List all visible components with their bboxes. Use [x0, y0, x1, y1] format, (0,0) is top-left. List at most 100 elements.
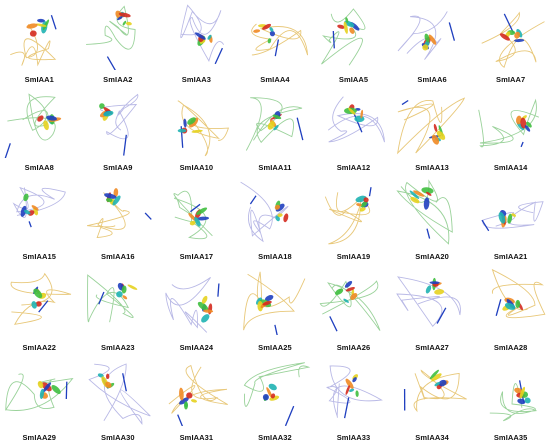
protein-structure-image [319, 280, 381, 332]
protein-structure-image [492, 268, 546, 319]
folded-domain [502, 297, 524, 311]
folded-domain [26, 18, 50, 37]
folded-domain [97, 373, 114, 389]
panel-label: SmIAA21 [493, 252, 528, 261]
terminal-tail [369, 187, 372, 197]
terminal-tail [436, 307, 447, 324]
loop-trace [180, 4, 225, 63]
protein-structure-image [481, 11, 546, 69]
structure-panel: SmIAA24 [157, 265, 236, 356]
loop-trace [242, 271, 305, 331]
folded-domain [345, 374, 359, 397]
protein-structure-image [478, 98, 540, 148]
terminal-tail [214, 47, 224, 65]
loop-trace [86, 274, 134, 323]
terminal-tail [122, 134, 127, 156]
protein-structure-image [395, 276, 461, 328]
protein-structure-image [397, 11, 455, 60]
protein-structure-image [168, 365, 229, 426]
terminal-tail [448, 22, 455, 41]
folded-domain [177, 117, 203, 134]
structure-panel: SmIAA6 [393, 0, 472, 88]
terminal-tail [332, 30, 336, 49]
folded-domain [425, 277, 444, 295]
terminal-tail [190, 203, 201, 213]
structure-panel: SmIAA21 [471, 176, 550, 265]
terminal-tail [273, 324, 278, 335]
protein-structure-image [86, 274, 137, 323]
panel-label: SmIAA2 [103, 75, 133, 84]
structure-panel: SmIAA4 [236, 0, 315, 88]
terminal-tail [504, 13, 515, 34]
panel-label: SmIAA15 [22, 252, 57, 261]
terminal-tail [274, 39, 279, 57]
loop-trace [478, 98, 540, 148]
panel-label: SmIAA6 [417, 75, 447, 84]
protein-structure-image [180, 4, 225, 65]
protein-structure-image [10, 14, 57, 67]
folded-domain [98, 103, 114, 121]
terminal-tail [284, 405, 294, 426]
folded-domain [514, 386, 532, 405]
protein-structure-image [250, 23, 308, 57]
protein-structure-image [321, 8, 366, 66]
protein-structure-image [10, 272, 72, 325]
loop-trace [250, 23, 308, 56]
protein-structure-image [490, 380, 538, 422]
loop-trace [177, 100, 230, 157]
panel-label: SmIAA30 [101, 433, 135, 442]
structure-panel: SmIAA34 [393, 356, 472, 446]
folded-domain [409, 187, 434, 210]
panel-label: SmIAA34 [415, 433, 449, 442]
folded-domain [115, 282, 137, 300]
folded-domain [335, 280, 358, 303]
panel-label: SmIAA10 [179, 163, 214, 172]
loop-trace [490, 383, 538, 422]
structure-panel: SmIAA32 [236, 356, 315, 446]
structure-panel: SmIAA1 [0, 0, 79, 88]
loop-trace [396, 97, 465, 155]
terminal-tail [520, 141, 525, 148]
loop-trace [85, 5, 136, 50]
panel-label: SmIAA33 [336, 433, 371, 442]
loop-trace [99, 93, 138, 140]
folded-domain [179, 387, 198, 410]
folded-domain [197, 295, 214, 323]
protein-structure-image [396, 179, 453, 245]
panel-label: SmIAA17 [179, 252, 214, 261]
structure-panel: SmIAA29 [0, 356, 79, 446]
panel-label: SmIAA14 [493, 163, 528, 172]
panel-label: SmIAA31 [179, 433, 214, 442]
panel-label: SmIAA20 [415, 252, 449, 261]
loop-trace [87, 363, 151, 426]
terminal-tail [344, 397, 350, 419]
panel-label: SmIAA12 [336, 163, 371, 172]
loop-trace [173, 190, 213, 240]
panel-label: SmIAA5 [338, 75, 369, 84]
loop-trace [481, 11, 546, 69]
loop-trace [492, 268, 546, 319]
panel-label: SmIAA3 [181, 75, 212, 84]
protein-structure-image [245, 97, 304, 151]
terminal-tail [50, 14, 57, 30]
terminal-tail [329, 316, 338, 332]
loop-trace [397, 11, 448, 60]
structure-panel: SmIAA20 [393, 176, 472, 265]
loop-trace [319, 280, 381, 331]
loop-trace [165, 277, 212, 333]
protein-structure-image [4, 93, 62, 158]
protein-structure-image [328, 96, 386, 143]
protein-structure-image [173, 190, 213, 240]
structure-panel: SmIAA31 [157, 356, 236, 446]
structure-panel: SmIAA19 [314, 176, 393, 265]
panel-label: SmIAA35 [493, 433, 528, 442]
protein-structure-image [242, 271, 305, 335]
loop-trace [396, 179, 453, 245]
protein-structure-image [5, 373, 74, 411]
folded-domain [500, 28, 525, 43]
loop-trace [328, 96, 386, 143]
terminal-tail [97, 291, 105, 305]
structure-panel: SmIAA8 [0, 88, 79, 176]
structure-panel: SmIAA22 [0, 265, 79, 356]
